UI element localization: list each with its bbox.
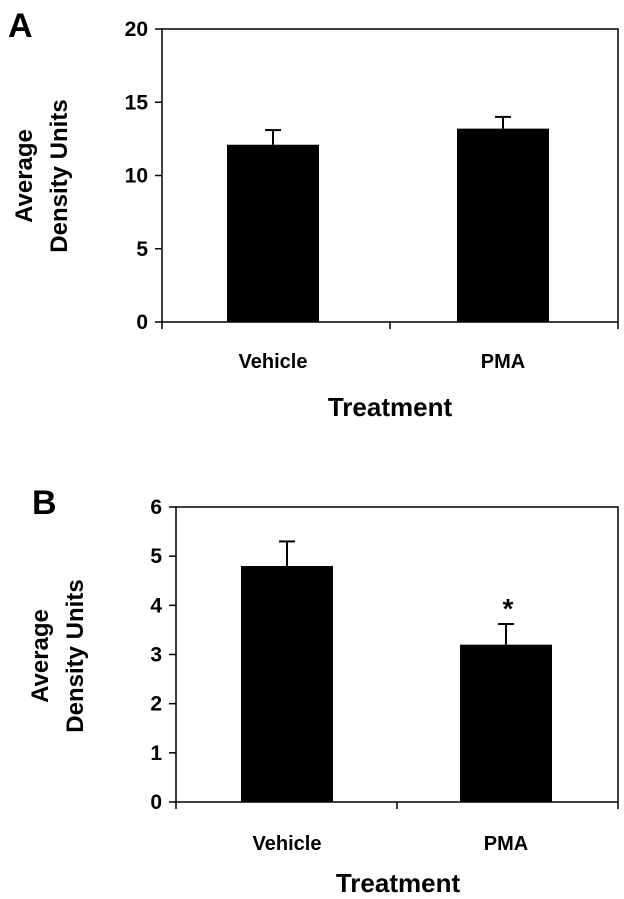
y-tick-label: 0 bbox=[136, 311, 148, 334]
y-tick-label: 5 bbox=[150, 545, 162, 568]
y-tick-label: 1 bbox=[150, 742, 162, 765]
y-tick-label: 2 bbox=[150, 693, 162, 716]
y-axis-label-line-1: Average bbox=[11, 129, 38, 223]
x-axis-title: Treatment bbox=[336, 868, 461, 898]
x-axis-title: Treatment bbox=[328, 392, 453, 422]
y-tick-label: 15 bbox=[125, 91, 149, 114]
y-tick-label: 10 bbox=[125, 165, 148, 188]
panel-a: A Average Density Units Treatment 0 5 10 15… bbox=[8, 7, 619, 422]
y-axis-label-line-2: Density Units bbox=[62, 579, 89, 732]
bar-pma bbox=[460, 644, 552, 802]
y-axis-label-line-1: Average bbox=[27, 609, 54, 703]
significance-marker: * bbox=[503, 593, 514, 624]
y-tick-label: 0 bbox=[150, 791, 162, 814]
x-category-label: PMA bbox=[481, 351, 525, 373]
y-tick-label: 6 bbox=[150, 496, 162, 519]
x-category-label: Vehicle bbox=[239, 351, 308, 373]
bar-vehicle bbox=[227, 144, 319, 322]
y-tick-label: 4 bbox=[150, 594, 162, 617]
panel-b: B Average Density Units Treatment 0 1 2 3 4 5… bbox=[27, 484, 619, 898]
x-category-label: PMA bbox=[484, 833, 528, 855]
x-category-label: Vehicle bbox=[253, 833, 322, 855]
panel-letter-a: A bbox=[8, 7, 33, 45]
bar-vehicle bbox=[241, 566, 333, 802]
panel-letter-b: B bbox=[32, 484, 57, 522]
y-tick-label: 20 bbox=[125, 18, 148, 41]
y-tick-label: 5 bbox=[136, 238, 148, 261]
y-axis-label-line-2: Density Units bbox=[46, 99, 73, 252]
bar-pma bbox=[457, 128, 549, 322]
y-tick-label: 3 bbox=[150, 644, 162, 667]
